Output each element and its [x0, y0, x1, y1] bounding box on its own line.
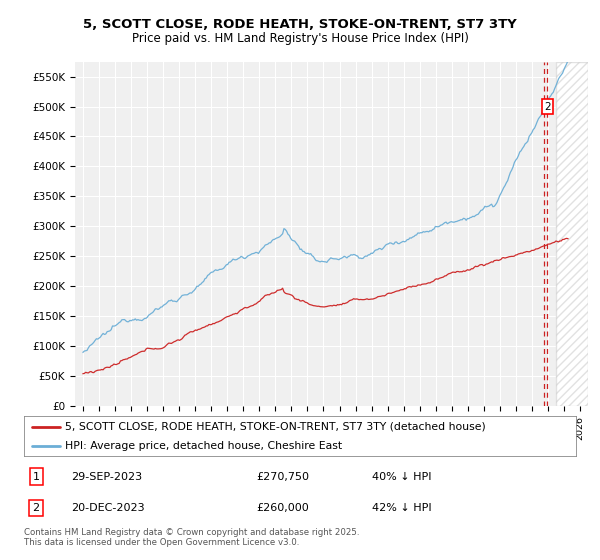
- Bar: [556, 62, 588, 406]
- Text: £260,000: £260,000: [256, 503, 308, 513]
- Text: 1: 1: [32, 472, 40, 482]
- Text: 5, SCOTT CLOSE, RODE HEATH, STOKE-ON-TRENT, ST7 3TY: 5, SCOTT CLOSE, RODE HEATH, STOKE-ON-TRE…: [83, 18, 517, 31]
- Text: 40% ↓ HPI: 40% ↓ HPI: [372, 472, 431, 482]
- Text: 20-DEC-2023: 20-DEC-2023: [71, 503, 145, 513]
- Text: 5, SCOTT CLOSE, RODE HEATH, STOKE-ON-TRENT, ST7 3TY (detached house): 5, SCOTT CLOSE, RODE HEATH, STOKE-ON-TRE…: [65, 422, 486, 432]
- Text: HPI: Average price, detached house, Cheshire East: HPI: Average price, detached house, Ches…: [65, 441, 343, 451]
- Text: 2: 2: [32, 503, 40, 513]
- Text: 29-SEP-2023: 29-SEP-2023: [71, 472, 142, 482]
- Text: 42% ↓ HPI: 42% ↓ HPI: [372, 503, 431, 513]
- Text: 2: 2: [544, 101, 551, 111]
- Text: Contains HM Land Registry data © Crown copyright and database right 2025.
This d: Contains HM Land Registry data © Crown c…: [24, 528, 359, 547]
- Text: Price paid vs. HM Land Registry's House Price Index (HPI): Price paid vs. HM Land Registry's House …: [131, 32, 469, 45]
- Bar: [556, 62, 588, 406]
- Text: £270,750: £270,750: [256, 472, 309, 482]
